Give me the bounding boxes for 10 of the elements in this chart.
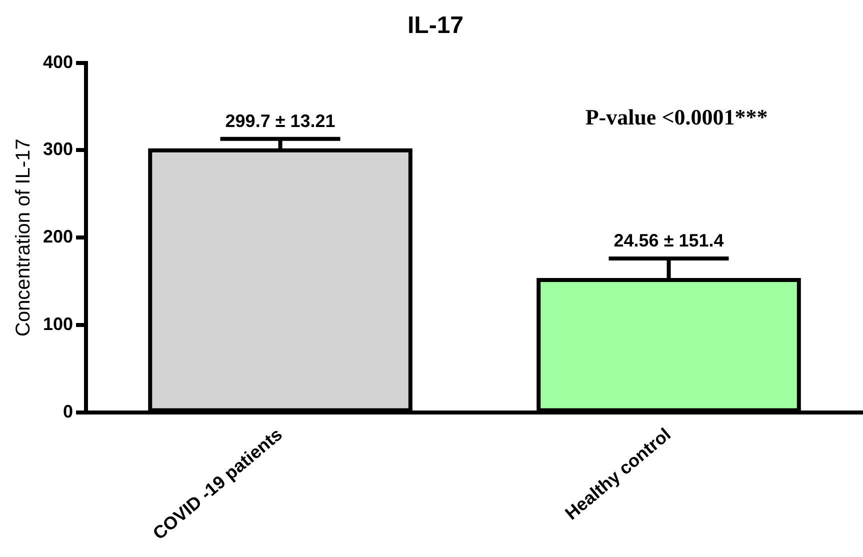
y-tick-label: 400 (42, 52, 74, 72)
annotation: P-value <0.0001*** (585, 104, 768, 130)
data-label: 299.7 ± 13.21 (225, 110, 336, 131)
y-tick-label: 200 (42, 226, 74, 247)
data-label: 24.56 ± 151.4 (614, 230, 724, 251)
y-axis-title: Concentration of IL-17 (12, 138, 35, 337)
chart-title: IL-17 (407, 12, 464, 40)
y-tick-label: 0 (63, 401, 74, 422)
y-tick-label: 300 (42, 139, 74, 160)
y-tick-label: 100 (42, 314, 74, 334)
